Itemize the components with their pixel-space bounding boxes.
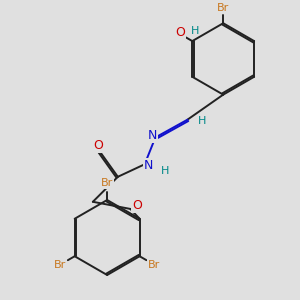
Text: H: H (190, 26, 199, 36)
Text: Br: Br (217, 3, 229, 13)
Text: Br: Br (101, 178, 113, 188)
Text: Br: Br (54, 260, 66, 270)
Text: O: O (93, 139, 103, 152)
Text: Br: Br (148, 260, 160, 270)
Text: N: N (148, 129, 157, 142)
Text: O: O (176, 26, 185, 39)
Text: H: H (198, 116, 207, 126)
Text: N: N (144, 159, 154, 172)
Text: H: H (161, 166, 169, 176)
Text: O: O (132, 199, 142, 212)
